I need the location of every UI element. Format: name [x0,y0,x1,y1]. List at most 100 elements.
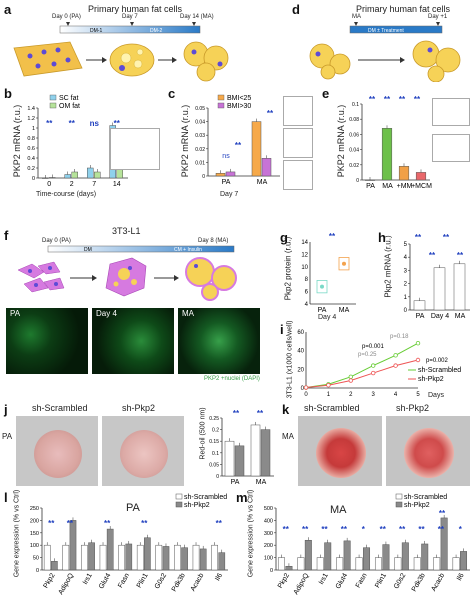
legend-scrambled: sh-Scrambled [404,494,447,501]
bar-AdipoQ-sh-Scrambled [62,544,70,571]
bar-Plin1-sh-Pkp2 [144,537,151,571]
y-tick-label: 0.05 [195,106,205,112]
chart-j: 0 0.05 0.1 0.15 0.2 0.25 PA MA ** ** [209,409,274,486]
panel-b-inset [110,128,160,170]
significance-mark: ** [67,519,74,528]
significance-mark: ** [141,519,148,528]
bar-MA-BMI<25 [251,121,262,177]
x-tick-label: Pkp2 [43,572,57,589]
x-tick-label: PA [366,183,375,190]
y-tick-label: 6 [305,290,309,296]
bar-Pkp2-sh-Pkp2 [51,561,58,571]
bar-Acacb-sh-Scrambled [192,544,200,571]
x-tick-label: +MM [397,183,413,190]
x-tick-label: Pdk3b [171,572,187,593]
panel-d-schematic: DM ± Treatment [309,22,461,82]
panel-i-xlabel: Days [428,392,444,399]
y-tick-label: 4 [305,302,309,308]
legend-sc: SC fat [59,95,79,102]
bar-Pkp2-sh-Scrambled [277,557,285,571]
panel-l-ylabel: Gene expression (% vs Ctrl) [13,489,21,578]
y-tick-label: 100 [264,556,273,562]
bar-Acacb-sh-Pkp2 [199,548,207,571]
panel-g-xlabel: Day 4 [318,314,337,321]
bar-G0s2-sh-Pkp2 [401,542,409,571]
micrograph-ma [178,308,260,374]
bar-Pkp2-sh-Scrambled [43,544,51,571]
point-PA [320,284,324,289]
bar-AdipoQ-sh-Scrambled [297,557,305,571]
panel-label-a: a [4,2,12,17]
bar-PA-BMI<25 [215,173,226,177]
bar-MA-sh-Pkp2 [260,429,271,477]
panel-d-dayplus1: Day +1 [428,14,448,20]
micrograph-day4-label: Day 4 [96,309,117,318]
legend-swatch-bmi-high [217,102,225,109]
significance-mark: ** [114,119,121,128]
y-tick-label: 0.15 [209,439,219,445]
y-tick-label: 0.02 [195,147,205,153]
panel-label-i: i [280,322,284,337]
bar-Glut4-sh-Scrambled [99,544,107,571]
bar-Plin1-sh-Scrambled [136,544,144,571]
bar-+MM [398,166,410,181]
legend-bmi-low: BMI<25 [227,95,251,102]
panel-f-title: 3T3-L1 [112,226,141,236]
significance-mark: ** [321,525,328,534]
y-tick-label: 300 [264,531,273,537]
panel-k-tissue-1 [316,428,366,478]
y-tick-label: 0 [32,176,35,182]
panel-label-b: b [4,86,12,101]
significance-mark: ** [415,233,422,242]
bar-Irs1-sh-Scrambled [81,544,88,571]
significance-mark: ** [216,519,223,528]
bar-Fasn-sh-Pkp2 [363,547,371,571]
x-tick-label: Plin1 [374,572,388,589]
y-tick-label: 0.8 [27,136,35,142]
bar-G0s2-sh-Pkp2 [162,546,170,571]
legend-swatch-bmi-low [217,94,225,101]
panel-d-seg: DM ± Treatment [368,28,404,34]
bar-Irs1-sh-Scrambled [316,557,324,571]
x-tick-label: MA [256,479,267,486]
bar-MA-sh-Scrambled [250,424,261,477]
panel-label-g: g [280,230,288,245]
series-point-sh-Scrambled [370,363,376,368]
significance-mark: ** [69,119,76,128]
micrograph-stain: PKP2 +nuclei (DAPI) [204,376,260,382]
y-tick-label: 50 [33,556,39,562]
y-tick-label: 0 [36,568,39,574]
y-tick-label: 0 [356,178,359,184]
panel-j-title-2: sh-Pkp2 [122,403,156,413]
panel-label-f: f [4,228,9,243]
chart-e: 0 0.02 0.04 0.06 0.08 0.1 PA MA +MM+MCM ** ** ** ** [349,95,432,190]
x-tick-label: +MCM [411,183,432,190]
x-tick-label: Acacb [430,572,446,592]
box-PA [316,280,328,294]
y-tick-label: 0.01 [195,160,205,166]
bar-Fasn-sh-Scrambled [118,544,125,571]
y-tick-label: 0 [404,308,408,314]
panel-c-inset-2 [283,128,313,158]
bar-+MCM [415,172,427,181]
y-tick-label: 200 [264,543,273,549]
panel-m-ylabel: Gene expression (% vs Ctrl) [247,489,255,578]
significance-mark: ** [48,519,55,528]
y-tick-label: 1.2 [27,116,35,122]
bar-2-SC fat [64,174,71,179]
y-tick-label: 20 [297,367,304,373]
significance-mark: ** [283,525,290,534]
bar-Fasn-sh-Scrambled [355,557,363,571]
y-tick-label: 0.4 [27,156,35,162]
x-tick-label: 2 [349,392,353,398]
y-tick-label: 0.05 [209,462,219,468]
x-tick-label: Plin1 [136,572,150,589]
panel-k-row: MA [282,432,294,441]
panel-d-title: Primary human fat cells [356,4,451,14]
bar-G0s2-sh-Scrambled [394,557,402,571]
significance-mark: ** [233,409,240,418]
legend-pkp2: sh-Pkp2 [404,502,430,509]
panel-k-tissue-2 [404,428,454,478]
panel-g-ylabel: Pkp2 protein (r.u.) [283,236,293,301]
chart-l: 0 50 100 150 200 250 Pkp2 ** AdipoQ ** Irs1 Glut4 **… [30,493,228,596]
